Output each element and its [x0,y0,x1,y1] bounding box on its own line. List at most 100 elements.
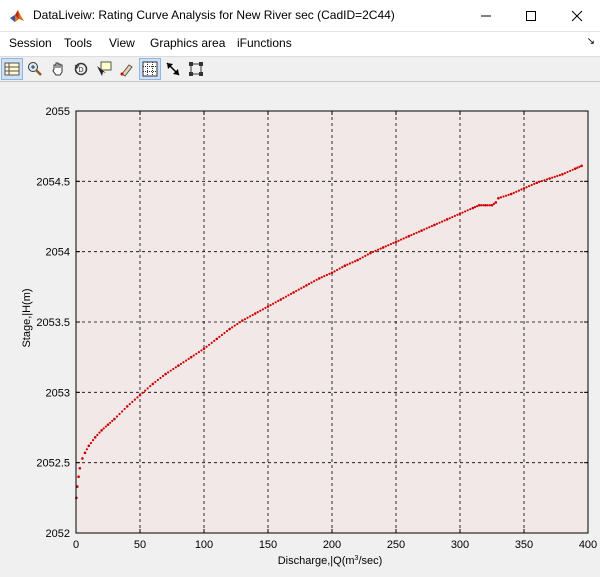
data-point [312,280,316,283]
data-point [397,239,400,242]
data-point [384,245,387,248]
minimize-button[interactable] [463,0,509,31]
data-point [223,331,226,335]
data-point [154,380,157,384]
close-button[interactable] [554,0,600,31]
data-point [328,272,331,275]
data-point [259,309,262,312]
data-point [106,423,110,426]
data-point [118,412,121,416]
pan-button[interactable] [47,58,69,80]
data-point [477,203,481,207]
data-cursor-button[interactable] [93,58,115,80]
y-tick-label: 2054 [46,247,70,259]
data-point [466,209,469,212]
data-point [302,285,305,288]
data-point [159,376,162,380]
data-point [576,166,579,169]
data-point [323,275,326,278]
data-point [412,232,416,236]
menu-view[interactable]: View [109,36,135,50]
data-point [366,253,369,256]
data-point [177,364,180,367]
y-tick-label: 2053 [46,387,70,399]
y-tick-label: 2055 [46,106,70,118]
data-point [553,175,556,178]
data-point [274,301,277,304]
data-point [236,322,239,326]
data-point [98,431,101,434]
data-point [75,485,79,488]
zoom-in-button[interactable] [24,58,46,80]
data-point [264,306,267,310]
menu-ifunctions[interactable]: iFunctions [237,36,292,50]
data-point [315,278,318,281]
svg-text:D: D [79,67,84,74]
maximize-button[interactable] [508,0,554,31]
y-tick-label: 2052 [46,528,70,540]
matlab-app-icon [9,8,25,24]
data-point [571,168,574,171]
data-point [213,339,216,342]
data-point [525,186,528,189]
data-point [184,359,188,362]
data-point [307,282,311,286]
data-point [558,174,561,177]
menu-tools[interactable]: Tools [64,36,93,50]
data-point [320,276,323,279]
brush-button[interactable] [116,58,138,80]
arrow-icon [166,62,180,76]
rotate-3d-button[interactable]: D [70,58,92,80]
data-point [417,230,421,233]
grid-icon [142,61,158,77]
data-point [433,223,436,227]
arrow-button[interactable] [162,58,184,80]
toolbar: D [0,57,600,82]
data-point [96,433,99,437]
data-point [374,249,377,252]
grid-button[interactable] [139,58,161,80]
data-point [522,187,526,190]
data-point [93,436,97,439]
data-table-button[interactable] [1,58,23,80]
data-point [195,352,198,355]
selection-box-button[interactable] [185,58,207,80]
data-point [578,165,581,168]
data-point [535,181,539,185]
data-point [115,415,119,418]
data-point [192,354,195,357]
data-point [125,405,129,408]
menu-graphics-area[interactable]: Graphics area [150,36,226,50]
x-tick-label: 0 [73,539,79,551]
data-point [287,294,290,297]
rating-curve-chart[interactable]: 0 50 100 150 200 250 300 350 400 2052 2052.5 2053 20… [0,82,600,572]
x-tick-label: 400 [579,539,597,551]
data-point [336,268,339,272]
data-point [248,315,252,318]
data-point [218,335,221,339]
data-point [325,273,328,277]
data-point [202,347,206,351]
data-point [387,244,390,247]
y-tick-label: 2052.5 [36,458,70,470]
close-icon [571,10,583,21]
data-point [182,361,185,364]
data-point [113,417,116,421]
menu-session[interactable]: Session [9,36,52,50]
data-point [456,213,459,216]
data-point [111,419,114,423]
data-point [205,345,208,348]
data-point [149,385,152,388]
data-point [305,284,308,287]
data-point [394,240,398,244]
data-point [220,333,224,337]
data-point [120,410,124,413]
data-point [573,167,577,170]
dock-arrow-icon[interactable]: ↘ [586,36,595,47]
data-point [272,302,275,305]
x-tick-label: 300 [451,539,469,551]
data-point [528,185,531,188]
data-point [425,227,428,230]
figure-canvas[interactable]: 0 50 100 150 200 250 300 350 400 2052 2052.5 2053 20… [0,82,600,572]
data-point [300,287,303,290]
